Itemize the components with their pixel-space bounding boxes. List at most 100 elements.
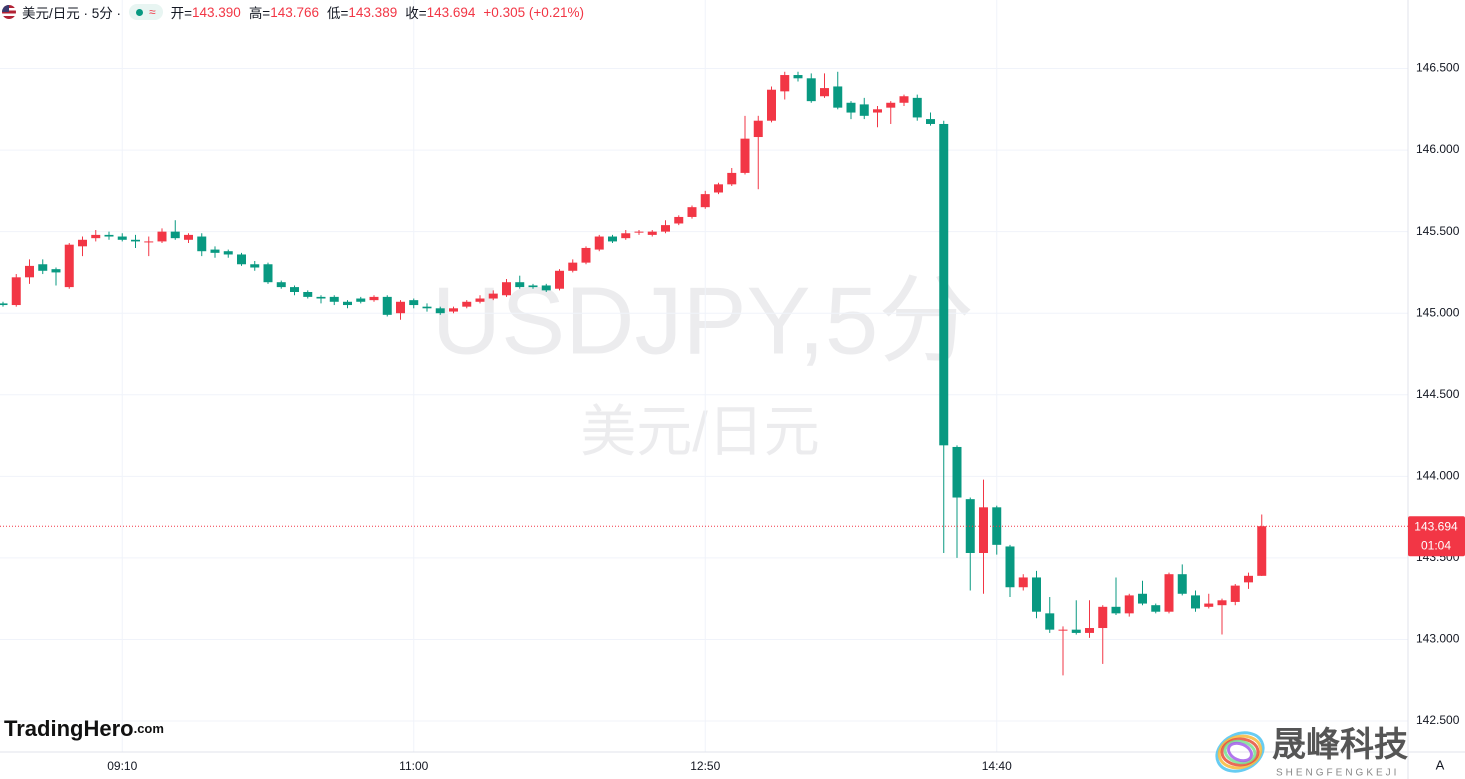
- candle-body: [11, 277, 21, 306]
- logo-text: TradingHero: [4, 716, 134, 741]
- ohlc-value: 143.766: [270, 4, 320, 20]
- logo-swirl: [1217, 734, 1263, 770]
- candle-body: [38, 264, 48, 271]
- candle-body: [78, 239, 87, 247]
- status-pill[interactable]: ≈: [129, 4, 163, 20]
- y-tick-label: 145.500: [1416, 224, 1460, 238]
- candle-body: [131, 239, 140, 242]
- ohlc-label: 开=: [170, 6, 192, 21]
- candle-body: [170, 231, 180, 239]
- candle-body: [157, 231, 167, 242]
- candle-body: [1204, 603, 1214, 607]
- candle-body: [1244, 575, 1253, 583]
- candle-body: [674, 216, 684, 224]
- candle-body: [1032, 577, 1041, 612]
- candle-body: [979, 507, 988, 553]
- candle-body: [687, 207, 697, 217]
- scale-button-label: A: [1436, 757, 1445, 772]
- candle-body: [1217, 600, 1227, 606]
- candle-body: [541, 285, 551, 291]
- candle-body: [1018, 577, 1028, 588]
- candle-body: [1151, 605, 1161, 612]
- ohlc-value: 143.389: [348, 4, 398, 20]
- candle-body: [237, 254, 246, 265]
- logo-right-icon: [1215, 731, 1265, 773]
- candle-body: [223, 251, 233, 255]
- candle-body: [899, 96, 909, 103]
- candle-body: [581, 247, 591, 263]
- candle-body: [1085, 628, 1094, 633]
- x-tick-label: 14:40: [982, 759, 1012, 773]
- candle-body: [594, 236, 604, 250]
- candle-body: [1071, 629, 1081, 633]
- candle-body: [767, 89, 776, 121]
- candle-body: [806, 78, 816, 102]
- ohlc-value: 143.694: [426, 4, 476, 20]
- candle-body: [859, 104, 869, 116]
- y-tick-label: 142.500: [1416, 713, 1460, 727]
- change-value: +0.305 (+0.21%): [483, 4, 584, 20]
- candle-body: [1058, 629, 1068, 631]
- candle-body: [528, 285, 538, 288]
- y-tick-label: 143.000: [1416, 632, 1460, 646]
- watermark: USDJPY,5分: [432, 267, 974, 374]
- candle-body: [952, 446, 962, 498]
- candle-body: [1230, 585, 1240, 602]
- candle-body: [502, 282, 511, 296]
- ohlc-label: 高=: [248, 6, 271, 21]
- y-tick-label: 146.500: [1416, 61, 1460, 75]
- scale-button[interactable]: [1430, 755, 1450, 775]
- candle-body: [740, 138, 750, 173]
- candle-body: [780, 75, 790, 92]
- candle-body: [555, 270, 564, 289]
- symbol-header: 美元/日元 · 5分 · ≈ 开= 143.390 高= 143.766 低= 143…: [0, 0, 592, 24]
- candle-body: [0, 303, 8, 306]
- ohlc-label: 低=: [327, 6, 349, 21]
- candle-body: [515, 282, 525, 288]
- candle-body: [1177, 574, 1187, 594]
- logo-right-sub: SHENGFENGKEJI: [1276, 768, 1399, 779]
- candle-body: [475, 298, 485, 302]
- candle-body: [1191, 595, 1200, 609]
- candle-body: [64, 244, 74, 288]
- y-tick-label: 145.000: [1416, 305, 1460, 319]
- candle-body: [1005, 546, 1015, 588]
- candle-body: [343, 301, 352, 306]
- countdown-label: 01:04: [1421, 538, 1451, 552]
- candle-body: [329, 296, 339, 302]
- candle-body: [1045, 613, 1055, 630]
- status-dot: [136, 8, 144, 16]
- y-tick-label: 146.000: [1416, 142, 1460, 156]
- candle-body: [886, 102, 896, 108]
- candle-body: [714, 184, 723, 193]
- logo-swirl: [1220, 737, 1260, 767]
- candle-body: [449, 308, 458, 312]
- candle-body: [488, 293, 498, 299]
- logo-left: TradingHero.com: [4, 716, 164, 741]
- candle-body: [409, 300, 419, 306]
- candle-body: [462, 301, 472, 307]
- last-price-label: 143.694: [1414, 519, 1458, 533]
- pill-icon: ≈: [149, 5, 156, 19]
- logo-swirl: [1215, 731, 1265, 773]
- candle-body: [117, 236, 127, 240]
- ohlc-value: 143.390: [192, 4, 241, 20]
- candle-body: [647, 231, 657, 235]
- symbol-name[interactable]: 美元/日元 · 5分 ·: [22, 6, 122, 21]
- candle-body: [793, 75, 803, 79]
- candle-body: [369, 296, 379, 301]
- candle-body: [382, 296, 392, 315]
- logo-swirl: [1223, 739, 1257, 765]
- candle-body: [91, 234, 101, 239]
- x-tick-label: 12:50: [690, 759, 720, 773]
- last-price-box: [1408, 516, 1465, 557]
- candle-body: [1111, 606, 1121, 614]
- logo-swirl: [1227, 741, 1253, 763]
- candle-body: [873, 109, 882, 113]
- candle-body: [912, 97, 922, 118]
- candle-body: [568, 262, 578, 271]
- candle-body: [104, 234, 114, 237]
- candle-body: [820, 88, 829, 97]
- candle-body: [197, 236, 207, 252]
